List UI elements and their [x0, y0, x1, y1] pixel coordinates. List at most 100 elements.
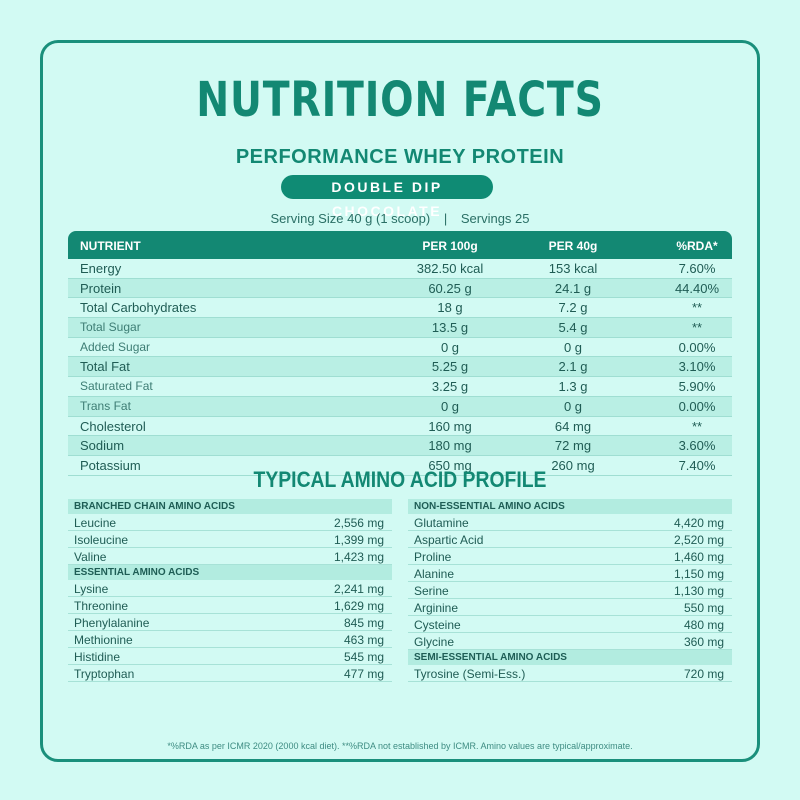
amino-row: Alanine 1,150 mg — [408, 565, 732, 582]
nutrition-row: Total Fat 5.25 g 2.1 g 3.10% — [68, 357, 732, 378]
amino-name: Histidine — [74, 650, 121, 664]
rda-value: 5.90% — [678, 379, 716, 395]
rda-value: 7.40% — [678, 457, 716, 473]
per-100g-value: 160 mg — [428, 418, 472, 434]
amino-name: Glycine — [414, 635, 455, 649]
amino-value: 480 mg — [683, 618, 724, 632]
per-40g-value: 260 mg — [551, 457, 595, 473]
amino-value: 477 mg — [343, 667, 384, 681]
per-100g-value: 0 g — [440, 398, 460, 414]
amino-row: Serine 1,130 mg — [408, 582, 732, 599]
per-100g-value: 180 mg — [428, 438, 472, 454]
per-100g-value: 13.5 g — [431, 320, 469, 336]
per-40g-value: 0 g — [563, 339, 583, 355]
per-40g-value: 1.3 g — [558, 379, 588, 395]
amino-section-heading: SEMI-ESSENTIAL AMINO ACIDS — [408, 650, 732, 665]
amino-name: Glutamine — [414, 516, 469, 530]
nutrition-row: Added Sugar 0 g 0 g 0.00% — [68, 338, 732, 358]
per-100g-value: 382.50 kcal — [416, 261, 484, 276]
rda-value: 44.40% — [674, 280, 720, 296]
amino-name: Isoleucine — [74, 533, 129, 547]
amino-name: Tyrosine (Semi-Ess.) — [414, 667, 526, 681]
serving-size-value: 40 g (1 scoop) — [347, 211, 431, 226]
product-name: PERFORMANCE WHEY PROTEIN — [235, 146, 565, 168]
amino-name: Phenylalanine — [74, 616, 150, 630]
nutrient-name: Total Fat — [80, 359, 130, 375]
amino-name: Aspartic Acid — [414, 533, 484, 547]
header-per-40g: PER 40g — [548, 239, 598, 253]
page-title: NUTRITION FACTS — [196, 72, 604, 128]
amino-row: Tryptophan 477 mg — [68, 665, 392, 682]
per-40g-value: 5.4 g — [558, 320, 588, 336]
nutrient-name: Cholesterol — [80, 418, 146, 434]
amino-name: Leucine — [74, 516, 117, 530]
amino-row: Cysteine 480 mg — [408, 616, 732, 633]
per-100g-value: 650 mg — [428, 457, 472, 473]
amino-value: 545 mg — [343, 650, 384, 664]
per-40g-value: 24.1 g — [554, 280, 592, 296]
amino-name: Methionine — [74, 633, 133, 647]
header-rda: %RDA* — [676, 239, 718, 253]
amino-row: Tyrosine (Semi-Ess.) 720 mg — [408, 665, 732, 682]
amino-value: 4,420 mg — [673, 516, 724, 530]
nutrition-row: Protein 60.25 g 24.1 g 44.40% — [68, 278, 732, 299]
nutrient-name: Added Sugar — [80, 339, 151, 354]
rda-value: 3.60% — [678, 438, 716, 454]
servings-value: 25 — [515, 211, 530, 226]
nutrient-name: Sodium — [80, 438, 125, 454]
amino-value: 1,423 mg — [333, 550, 384, 564]
per-100g-value: 60.25 g — [428, 280, 472, 296]
amino-name: Lysine — [74, 582, 109, 596]
nutrition-row: Energy 382.50 kcal 153 kcal 7.60% — [68, 259, 732, 279]
nutrient-name: Trans Fat — [80, 398, 131, 413]
nutrition-row: Saturated Fat 3.25 g 1.3 g 5.90% — [68, 377, 732, 397]
amino-value: 2,241 mg — [333, 582, 384, 596]
amino-value: 2,520 mg — [673, 533, 724, 547]
per-100g-value: 0 g — [440, 339, 460, 355]
per-40g-value: 7.2 g — [558, 300, 588, 316]
nutrition-rows: Energy 382.50 kcal 153 kcal 7.60% Protein 60.… — [68, 259, 732, 476]
amino-value: 845 mg — [343, 616, 384, 630]
amino-name: Tryptophan — [74, 667, 135, 681]
rda-value: ** — [691, 418, 703, 434]
serving-size-label: Serving Size — [270, 211, 344, 226]
header-nutrient: NUTRIENT — [80, 239, 141, 253]
amino-row: Valine 1,423 mg — [68, 548, 392, 565]
amino-row: Leucine 2,556 mg — [68, 514, 392, 531]
amino-name: Serine — [414, 584, 449, 598]
per-40g-value: 2.1 g — [558, 359, 588, 375]
rda-value: 0.00% — [678, 339, 716, 355]
amino-row: Methionine 463 mg — [68, 631, 392, 648]
amino-value: 720 mg — [683, 667, 724, 681]
amino-value: 1,150 mg — [673, 567, 724, 581]
amino-row: Arginine 550 mg — [408, 599, 732, 616]
amino-value: 1,629 mg — [333, 599, 384, 613]
amino-section-heading: NON-ESSENTIAL AMINO ACIDS — [408, 499, 732, 514]
per-40g-value: 64 mg — [554, 418, 592, 434]
nutrition-table: NUTRIENT PER 100g PER 40g %RDA* Energy 38… — [68, 231, 732, 476]
amino-row: Proline 1,460 mg — [408, 548, 732, 565]
nutrient-name: Potassium — [80, 457, 141, 473]
nutrient-name: Energy — [80, 261, 122, 276]
amino-name: Alanine — [414, 567, 455, 581]
amino-value: 1,130 mg — [673, 584, 724, 598]
servings-label: Servings — [460, 211, 512, 226]
nutrition-row: Potassium 650 mg 260 mg 7.40% — [68, 456, 732, 476]
amino-name: Proline — [414, 550, 452, 564]
serving-separator: | — [443, 211, 448, 226]
rda-value: ** — [691, 300, 703, 316]
per-40g-value: 0 g — [563, 398, 583, 414]
amino-title: TYPICAL AMINO ACID PROFILE — [253, 467, 547, 492]
header-per-100g: PER 100g — [422, 239, 478, 253]
nutrition-row: Total Sugar 13.5 g 5.4 g ** — [68, 318, 732, 338]
flavor-badge: DOUBLE DIP CHOCOLATE — [281, 175, 493, 219]
amino-row: Glycine 360 mg — [408, 633, 732, 650]
amino-value: 1,460 mg — [673, 550, 724, 564]
per-100g-value: 18 g — [437, 300, 463, 316]
nutrition-table-header: NUTRIENT PER 100g PER 40g %RDA* — [68, 231, 732, 259]
amino-row: Lysine 2,241 mg — [68, 580, 392, 597]
nutrition-row: Cholesterol 160 mg 64 mg ** — [68, 417, 732, 437]
per-100g-value: 5.25 g — [431, 359, 469, 375]
amino-value: 1,399 mg — [333, 533, 384, 547]
amino-row: Histidine 545 mg — [68, 648, 392, 665]
